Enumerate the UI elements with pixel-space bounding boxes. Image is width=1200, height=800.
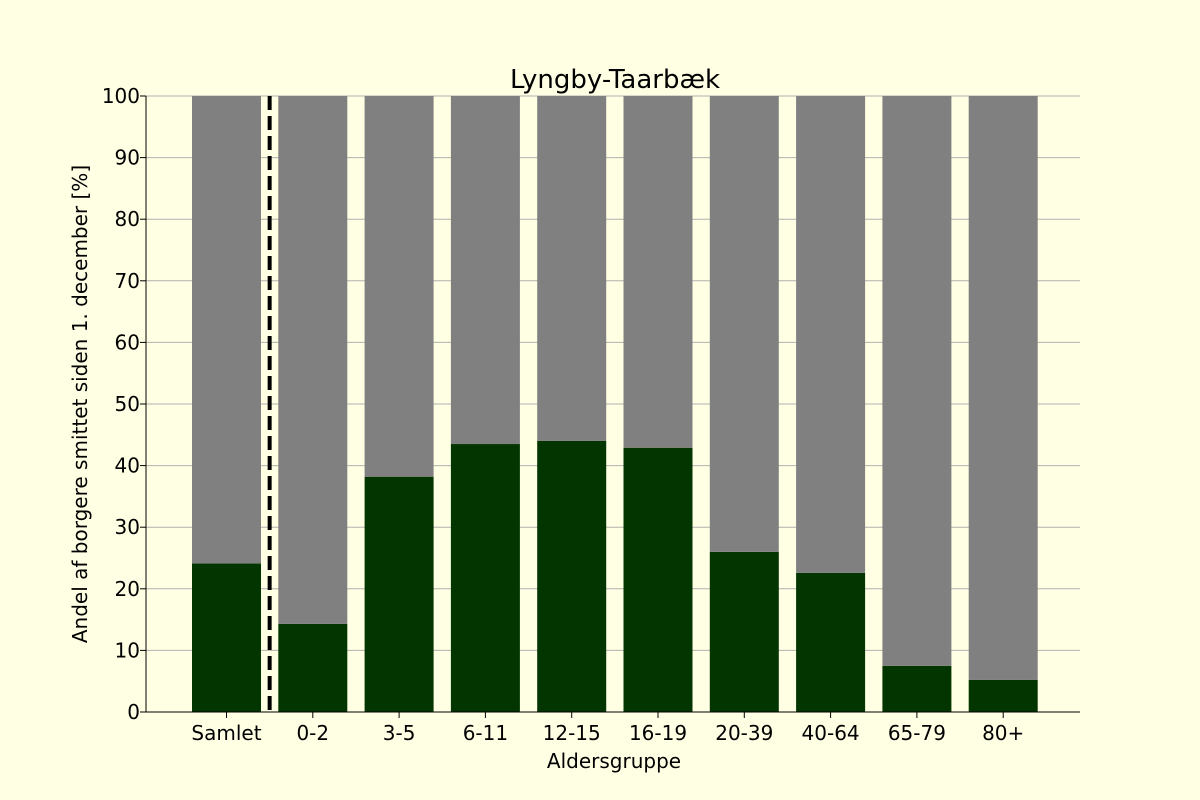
x-tick-label: 12-15: [543, 721, 601, 745]
y-tick-label: 70: [115, 269, 140, 293]
y-tick-label: 40: [115, 454, 140, 478]
x-tick-label: 6-11: [463, 721, 508, 745]
bars: [192, 96, 1038, 712]
bar-remainder-0-2: [278, 96, 348, 624]
bar-remainder-80+: [968, 96, 1038, 680]
y-tick-label: 80: [115, 207, 140, 231]
bar-infected-6-11: [450, 444, 520, 712]
y-tick-label: 60: [115, 330, 140, 354]
bar-infected-3-5: [364, 476, 434, 712]
x-tick-label: 20-39: [715, 721, 773, 745]
bar-infected-0-2: [278, 623, 348, 712]
y-tick-label: 20: [115, 577, 140, 601]
bar-infected-12-15: [537, 440, 607, 712]
bar-remainder-16-19: [623, 96, 693, 448]
y-tick-label: 30: [115, 515, 140, 539]
bar-infected-65-79: [882, 665, 952, 712]
y-tick-label: 100: [102, 84, 140, 108]
x-tick-label: 80+: [982, 721, 1024, 745]
x-tick-label: 16-19: [629, 721, 687, 745]
bar-infected-20-39: [709, 551, 779, 712]
bar-infected-16-19: [623, 447, 693, 712]
bar-remainder-65-79: [882, 96, 952, 666]
x-tick-label: 0-2: [296, 721, 329, 745]
bar-remainder-20-39: [709, 96, 779, 552]
bar-infected-80+: [968, 679, 1038, 712]
y-axis-label: Andel af borgere smittet siden 1. decemb…: [68, 165, 92, 643]
y-tick-label: 0: [127, 700, 140, 724]
bar-remainder-3-5: [364, 96, 434, 477]
x-tick-label: Samlet: [191, 721, 261, 745]
bar-infected-Samlet: [192, 563, 261, 712]
bar-remainder-40-64: [796, 96, 866, 573]
bar-remainder-12-15: [537, 96, 607, 441]
x-tick-label: 40-64: [802, 721, 860, 745]
bar-infected-40-64: [796, 572, 866, 712]
bar-remainder-Samlet: [192, 96, 261, 564]
x-tick-labels: Samlet 0-2 3-5 6-11 12-15 16-19 20-39 40-64 65-7…: [191, 712, 1024, 745]
y-tick-labels: 0 10 20 30 40 50 60 70 80 90 100: [102, 84, 146, 724]
chart-title: Lyngby-Taarbæk: [510, 65, 720, 95]
x-tick-label: 3-5: [383, 721, 416, 745]
x-tick-label: 65-79: [888, 721, 946, 745]
y-tick-label: 90: [115, 146, 140, 170]
x-axis-label: Aldersgruppe: [547, 749, 681, 773]
y-tick-label: 10: [115, 638, 140, 662]
bar-remainder-6-11: [450, 96, 520, 445]
y-tick-label: 50: [115, 392, 140, 416]
